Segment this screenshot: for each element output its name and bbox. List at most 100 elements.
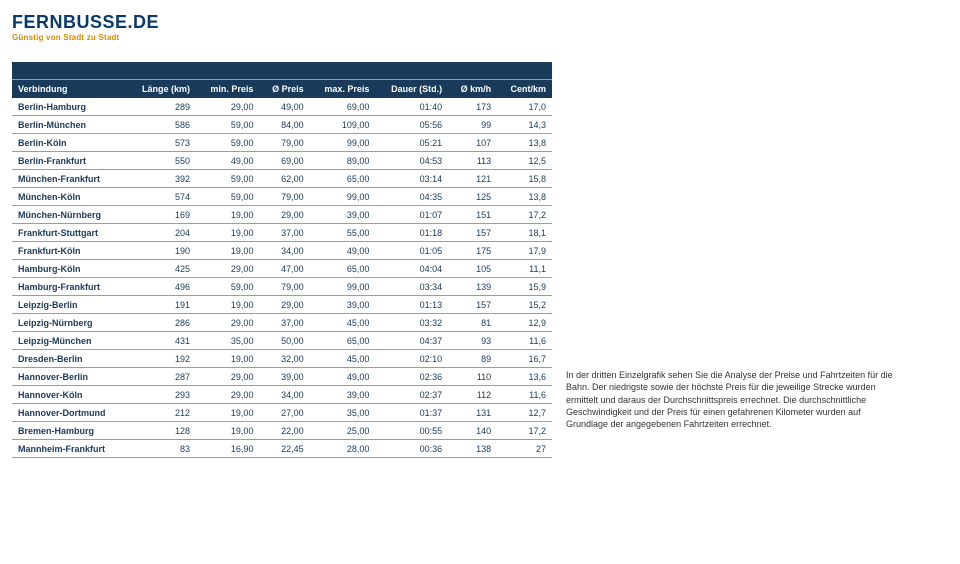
cell-value: 139 xyxy=(448,278,497,296)
cell-value: 89,00 xyxy=(310,152,376,170)
table-row: Hamburg-Frankfurt49659,0079,0099,0003:34… xyxy=(12,278,552,296)
cell-value: 191 xyxy=(127,296,196,314)
cell-value: 50,00 xyxy=(259,332,309,350)
cell-value: 12,9 xyxy=(497,314,552,332)
cell-value: 573 xyxy=(127,134,196,152)
cell-value: 99,00 xyxy=(310,278,376,296)
cell-value: 81 xyxy=(448,314,497,332)
cell-value: 192 xyxy=(127,350,196,368)
cell-value: 01:13 xyxy=(375,296,448,314)
cell-route: Berlin-Köln xyxy=(12,134,127,152)
cell-value: 11,1 xyxy=(497,260,552,278)
cell-value: 138 xyxy=(448,440,497,458)
cell-route: München-Frankfurt xyxy=(12,170,127,188)
price-table: Deutsche Bahn Verbindung Länge (km) min.… xyxy=(12,62,552,458)
site-logo: FERNBUSSE.DE Günstig von Stadt zu Stadt xyxy=(12,12,948,42)
cell-value: 37,00 xyxy=(259,224,309,242)
cell-route: Hamburg-Köln xyxy=(12,260,127,278)
table-row: Berlin-Köln57359,0079,0099,0005:2110713,… xyxy=(12,134,552,152)
cell-value: 19,00 xyxy=(196,350,259,368)
cell-value: 29,00 xyxy=(196,314,259,332)
cell-value: 83 xyxy=(127,440,196,458)
cell-value: 79,00 xyxy=(259,188,309,206)
cell-value: 49,00 xyxy=(196,152,259,170)
cell-value: 99 xyxy=(448,116,497,134)
cell-route: Mannheim-Frankfurt xyxy=(12,440,127,458)
col-verbindung: Verbindung xyxy=(12,80,127,99)
cell-value: 59,00 xyxy=(196,278,259,296)
content-wrap: Deutsche Bahn Verbindung Länge (km) min.… xyxy=(12,62,948,458)
cell-value: 84,00 xyxy=(259,116,309,134)
cell-route: Frankfurt-Stuttgart xyxy=(12,224,127,242)
cell-value: 29,00 xyxy=(259,206,309,224)
cell-value: 55,00 xyxy=(310,224,376,242)
cell-value: 02:36 xyxy=(375,368,448,386)
cell-route: Leipzig-Berlin xyxy=(12,296,127,314)
cell-value: 17,0 xyxy=(497,98,552,116)
cell-value: 37,00 xyxy=(259,314,309,332)
logo-tagline: Günstig von Stadt zu Stadt xyxy=(12,33,948,42)
cell-value: 65,00 xyxy=(310,260,376,278)
cell-value: 293 xyxy=(127,386,196,404)
cell-value: 105 xyxy=(448,260,497,278)
col-max-preis: max. Preis xyxy=(310,80,376,99)
table-row: Bremen-Hamburg12819,0022,0025,0000:55140… xyxy=(12,422,552,440)
cell-value: 496 xyxy=(127,278,196,296)
cell-value: 32,00 xyxy=(259,350,309,368)
cell-value: 49,00 xyxy=(310,242,376,260)
cell-value: 190 xyxy=(127,242,196,260)
table-row: Frankfurt-Köln19019,0034,0049,0001:05175… xyxy=(12,242,552,260)
cell-value: 01:05 xyxy=(375,242,448,260)
cell-value: 35,00 xyxy=(196,332,259,350)
cell-route: München-Köln xyxy=(12,188,127,206)
cell-value: 34,00 xyxy=(259,242,309,260)
cell-value: 287 xyxy=(127,368,196,386)
cell-value: 01:18 xyxy=(375,224,448,242)
table-row: Leipzig-München43135,0050,0065,0004:3793… xyxy=(12,332,552,350)
cell-value: 212 xyxy=(127,404,196,422)
cell-value: 17,9 xyxy=(497,242,552,260)
cell-route: Bremen-Hamburg xyxy=(12,422,127,440)
cell-value: 17,2 xyxy=(497,206,552,224)
cell-value: 431 xyxy=(127,332,196,350)
cell-value: 27 xyxy=(497,440,552,458)
cell-value: 79,00 xyxy=(259,278,309,296)
cell-value: 69,00 xyxy=(310,98,376,116)
cell-route: Dresden-Berlin xyxy=(12,350,127,368)
cell-value: 286 xyxy=(127,314,196,332)
cell-value: 173 xyxy=(448,98,497,116)
cell-value: 05:56 xyxy=(375,116,448,134)
table-row: Leipzig-Nürnberg28629,0037,0045,0003:328… xyxy=(12,314,552,332)
cell-value: 13,8 xyxy=(497,188,552,206)
cell-value: 99,00 xyxy=(310,188,376,206)
cell-value: 289 xyxy=(127,98,196,116)
col-avg-preis: Ø Preis xyxy=(259,80,309,99)
cell-value: 128 xyxy=(127,422,196,440)
cell-value: 00:55 xyxy=(375,422,448,440)
cell-value: 15,2 xyxy=(497,296,552,314)
table-row: Hannover-Berlin28729,0039,0049,0002:3611… xyxy=(12,368,552,386)
cell-value: 03:34 xyxy=(375,278,448,296)
col-centkm: Cent/km xyxy=(497,80,552,99)
cell-value: 05:21 xyxy=(375,134,448,152)
cell-value: 65,00 xyxy=(310,170,376,188)
table-row: Berlin-München58659,0084,00109,0005:5699… xyxy=(12,116,552,134)
cell-value: 12,5 xyxy=(497,152,552,170)
table-row: München-Köln57459,0079,0099,0004:3512513… xyxy=(12,188,552,206)
cell-value: 79,00 xyxy=(259,134,309,152)
cell-value: 107 xyxy=(448,134,497,152)
col-dauer: Dauer (Std.) xyxy=(375,80,448,99)
cell-value: 49,00 xyxy=(259,98,309,116)
cell-value: 19,00 xyxy=(196,206,259,224)
cell-value: 62,00 xyxy=(259,170,309,188)
cell-value: 18,1 xyxy=(497,224,552,242)
table-row: Berlin-Frankfurt55049,0069,0089,0004:531… xyxy=(12,152,552,170)
cell-value: 19,00 xyxy=(196,224,259,242)
cell-value: 01:37 xyxy=(375,404,448,422)
cell-route: Berlin-Frankfurt xyxy=(12,152,127,170)
cell-value: 00:36 xyxy=(375,440,448,458)
cell-value: 89 xyxy=(448,350,497,368)
cell-value: 99,00 xyxy=(310,134,376,152)
cell-value: 03:32 xyxy=(375,314,448,332)
cell-value: 29,00 xyxy=(259,296,309,314)
